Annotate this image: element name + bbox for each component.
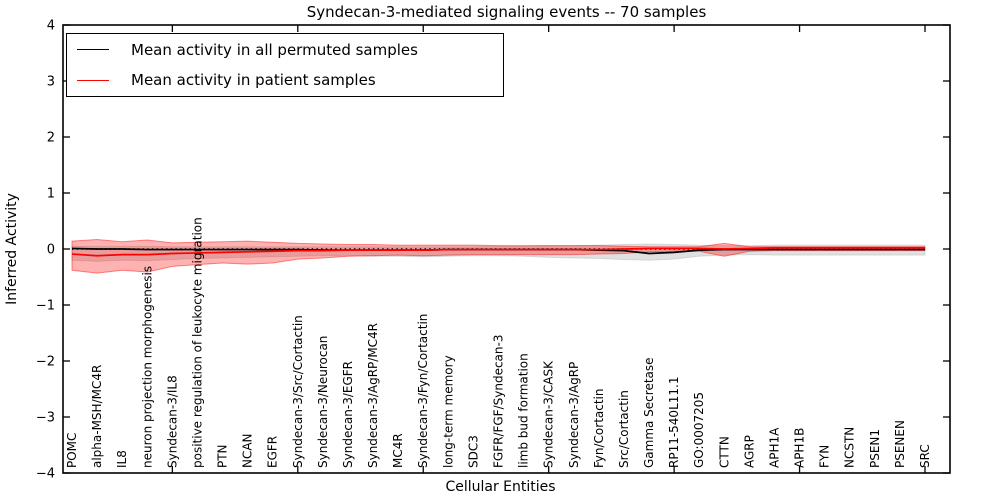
x-category-label: APH1B xyxy=(793,428,807,468)
x-axis-label: Cellular Entities xyxy=(445,479,556,495)
y-tick-label: −3 xyxy=(36,411,55,426)
y-axis-label: Inferred Activity xyxy=(4,193,20,305)
y-tick-label: 2 xyxy=(47,131,55,146)
x-category-label: NCAN xyxy=(241,433,255,468)
y-tick-label: 0 xyxy=(47,243,55,258)
x-category-label: Syndecan-3/AgRP/MC4R xyxy=(366,323,380,468)
red-line-swatch xyxy=(77,79,109,81)
y-tick-label: 4 xyxy=(47,19,55,34)
x-category-label: Syndecan-3/IL8 xyxy=(165,375,179,468)
y-tick-label: −1 xyxy=(36,299,55,314)
x-category-label: Syndecan-3/Fyn/Cortactin xyxy=(416,314,430,468)
x-category-label: POMC xyxy=(65,433,79,468)
x-category-label: PSEN1 xyxy=(868,429,882,468)
y-tick-label: −4 xyxy=(36,467,55,482)
x-category-label: SDC3 xyxy=(466,435,480,468)
x-category-label: Syndecan-3/Neurocan xyxy=(316,336,330,468)
x-category-label: alpha-MSH/MC4R xyxy=(90,365,104,468)
y-tick-label: 3 xyxy=(47,75,55,90)
chart-title: Syndecan-3-mediated signaling events -- … xyxy=(306,3,707,21)
legend-box: Mean activity in all permuted samples Me… xyxy=(66,33,504,97)
x-category-label: PTN xyxy=(216,444,230,468)
x-category-label: Src/Cortactin xyxy=(617,390,631,468)
y-tick-label: −2 xyxy=(36,355,55,370)
x-category-label: NCSTN xyxy=(843,427,857,468)
y-tick-label: 1 xyxy=(47,187,55,202)
x-category-label: EGFR xyxy=(266,436,280,468)
x-category-label: IL8 xyxy=(115,450,129,468)
x-category-label: CTTN xyxy=(717,436,731,468)
x-category-label: FGFR/FGF/Syndecan-3 xyxy=(492,335,506,468)
x-category-label: PSENEN xyxy=(893,420,907,468)
legend-label-patient: Mean activity in patient samples xyxy=(131,71,376,90)
x-category-label: positive regulation of leukocyte migrati… xyxy=(190,217,204,468)
x-category-label: RP11-540L11.1 xyxy=(667,377,681,468)
x-category-label: Syndecan-3/EGFR xyxy=(341,361,355,468)
x-category-label: GO:0007205 xyxy=(692,392,706,468)
legend-item-patient: Mean activity in patient samples xyxy=(77,65,503,95)
x-category-label: long-term memory xyxy=(441,355,455,468)
x-category-label: Gamma Secretase xyxy=(642,357,656,468)
x-category-label: limb bud formation xyxy=(517,353,531,468)
x-category-label: FYN xyxy=(818,445,832,468)
black-line-swatch xyxy=(77,49,109,51)
legend-label-permuted: Mean activity in all permuted samples xyxy=(131,40,418,59)
x-category-label: Syndecan-3/CASK xyxy=(542,360,556,468)
x-category-label: neuron projection morphogenesis xyxy=(140,266,154,468)
x-category-label: AGRP xyxy=(742,435,756,468)
x-category-label: Fyn/Cortactin xyxy=(592,388,606,468)
x-category-label: Syndecan-3/AgRP xyxy=(567,362,581,468)
x-category-label: SRC xyxy=(918,444,932,468)
x-category-label: MC4R xyxy=(391,433,405,468)
patient-mean-line xyxy=(71,247,925,257)
x-category-label: APH1A xyxy=(767,427,781,468)
x-category-label: Syndecan-3/Src/Cortactin xyxy=(291,315,305,468)
legend-item-permuted: Mean activity in all permuted samples xyxy=(77,35,503,65)
